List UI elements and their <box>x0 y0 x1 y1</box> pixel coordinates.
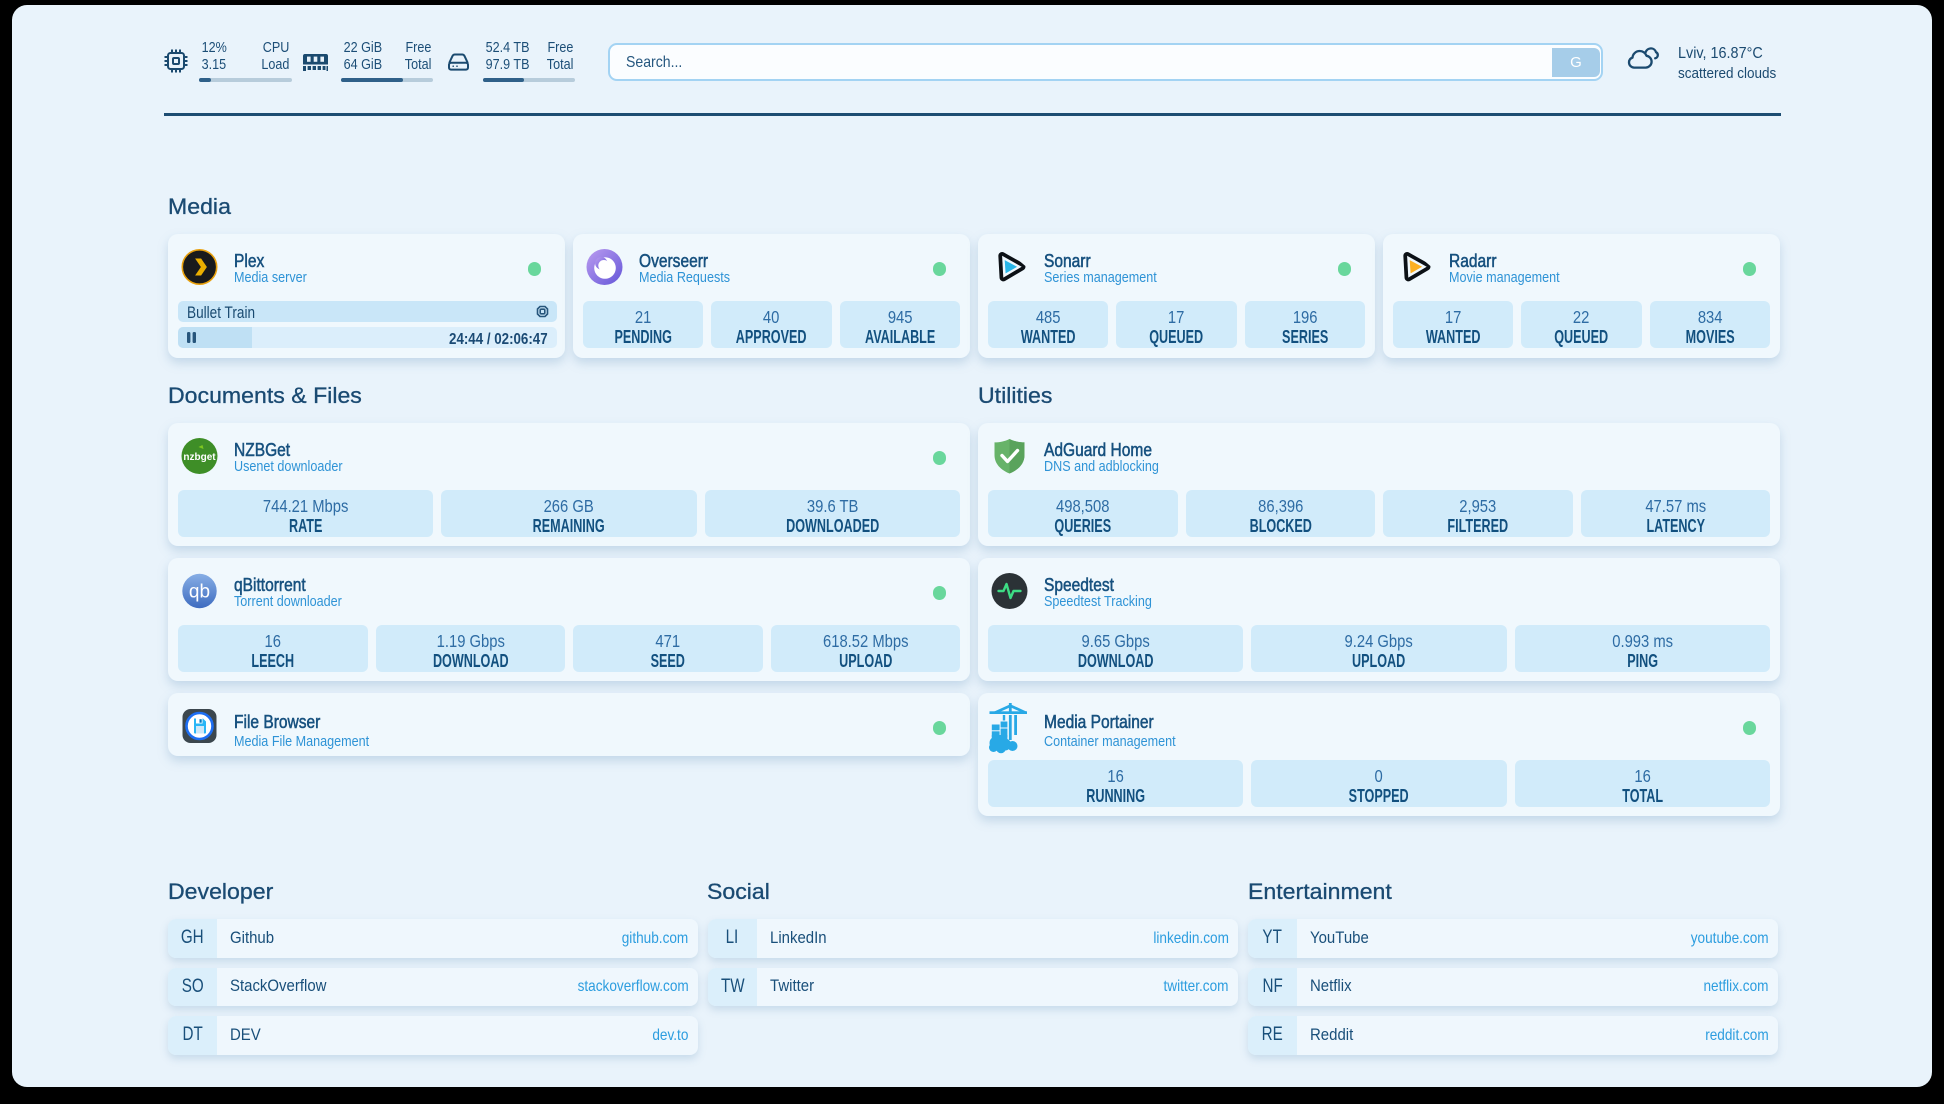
svg-text:nzbget: nzbget <box>183 452 216 463</box>
svg-text:qb: qb <box>189 582 210 603</box>
